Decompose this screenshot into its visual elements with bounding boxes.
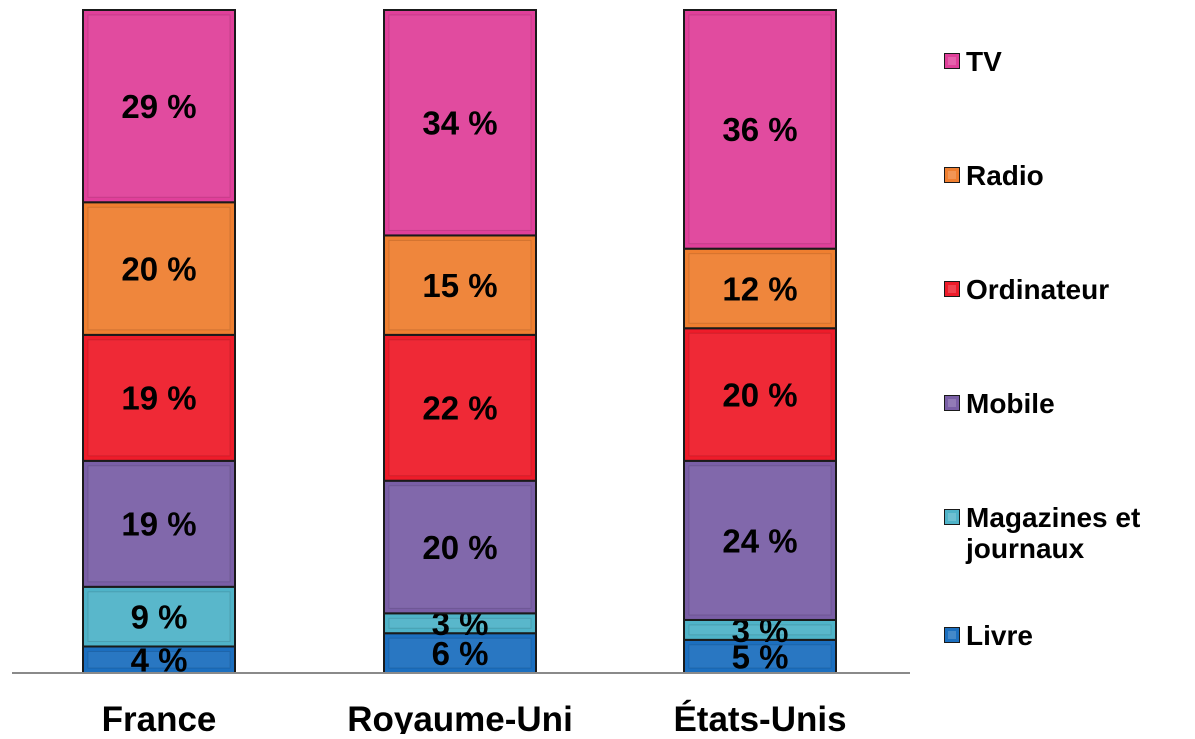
bar-segment-royaume-uni-ordinateur: 22 % — [383, 333, 537, 482]
chart-legend: TV Radio Ordinateur Mobile Magazines et jour… — [944, 0, 1195, 734]
data-label-france-mobile: 19 % — [121, 506, 196, 543]
x-tick-labels: France Royaume-Uni États-Unis — [102, 699, 847, 739]
data-label-etats-unis-tv: 36 % — [722, 111, 797, 148]
bar-bevel — [688, 14, 832, 245]
x-tick-label-france: France — [102, 700, 217, 734]
data-label-etats-unis-mobile: 24 % — [722, 522, 797, 559]
bar-segment-etats-unis-ordinateur: 20 % — [683, 327, 837, 462]
legend-label-magazines-et-journaux: Magazines et journaux — [966, 502, 1141, 564]
bar-segment-etats-unis-radio: 12 % — [683, 247, 837, 330]
legend-swatch-mobile — [944, 395, 960, 411]
bar-bevel — [388, 339, 532, 477]
bar-segment-france-tv: 29 % — [82, 9, 236, 204]
legend-label-mobile: Mobile — [966, 388, 1055, 419]
data-label-france-ordinateur: 19 % — [121, 380, 196, 417]
bar-bevel — [688, 332, 832, 457]
bar-bevel — [87, 591, 231, 642]
bar-france-magazines-et-journaux — [82, 585, 236, 648]
data-label-royaume-uni-radio: 15 % — [422, 267, 497, 304]
bar-bevel — [688, 624, 832, 636]
bar-bevel — [688, 465, 832, 616]
legend-swatch-tv — [944, 53, 960, 69]
data-label-royaume-uni-mobile: 20 % — [422, 529, 497, 566]
bar-bevel — [388, 617, 532, 629]
bar-france-tv — [82, 9, 236, 204]
bar-etats-unis-tv — [683, 9, 837, 250]
bar-segment-france-magazines-et-journaux: 9 % — [82, 585, 236, 648]
x-tick-label-etats-unis: États-Unis — [673, 699, 846, 734]
bar-bevel — [688, 644, 832, 669]
bar-etats-unis-ordinateur — [683, 327, 837, 462]
bar-bevel — [87, 650, 231, 669]
legend-item-magazines-et-journaux: Magazines et journaux — [944, 502, 1140, 564]
legend-label-ordinateur: Ordinateur — [966, 274, 1110, 305]
legend-swatch-radio — [944, 167, 960, 183]
bar-bevel — [87, 14, 231, 198]
legend-swatch-livre — [944, 627, 960, 643]
bar-segment-france-radio: 20 % — [82, 201, 236, 336]
bar-bevel — [87, 339, 231, 457]
bar-royaume-uni-ordinateur — [383, 333, 537, 482]
bar-segment-royaume-uni-magazines-et-journaux: 3 % — [383, 605, 537, 642]
bar-bevel — [87, 206, 231, 331]
bar-segment-royaume-uni-radio: 15 % — [383, 234, 537, 336]
legend-item-ordinateur: Ordinateur — [944, 274, 1109, 305]
bar-segment-etats-unis-magazines-et-journaux: 3 % — [683, 612, 837, 649]
bar-segment-royaume-uni-livre: 6 % — [383, 632, 537, 674]
data-label-royaume-uni-tv: 34 % — [422, 105, 497, 142]
bar-france-ordinateur — [82, 333, 236, 462]
data-label-etats-unis-radio: 12 % — [722, 270, 797, 307]
data-label-france-radio: 20 % — [121, 250, 196, 287]
bar-bevel — [388, 14, 532, 231]
bar-etats-unis-radio — [683, 247, 837, 330]
bar-france-radio — [82, 201, 236, 336]
bar-france-mobile — [82, 459, 236, 588]
bar-segment-royaume-uni-mobile: 20 % — [383, 479, 537, 615]
bar-segment-france-ordinateur: 19 % — [82, 333, 236, 462]
legend-item-tv: TV — [944, 46, 1002, 77]
bar-bevel — [388, 485, 532, 609]
x-tick-label-royaume-uni: Royaume-Uni — [347, 700, 573, 734]
legend-item-livre: Livre — [944, 620, 1033, 651]
legend-swatch-magazines-et-journaux — [944, 509, 960, 525]
legend-label-radio: Radio — [966, 160, 1044, 191]
bar-bevel — [87, 465, 231, 583]
data-label-royaume-uni-ordinateur: 22 % — [422, 390, 497, 427]
data-label-france-tv: 29 % — [121, 88, 196, 125]
bar-segment-royaume-uni-tv: 34 % — [383, 9, 537, 237]
data-label-royaume-uni-livre: 6 % — [432, 635, 489, 672]
bar-bevel — [388, 637, 532, 669]
data-label-etats-unis-livre: 5 % — [732, 638, 789, 675]
bar-segment-france-mobile: 19 % — [82, 459, 236, 588]
bar-royaume-uni-tv — [383, 9, 537, 237]
bar-segment-etats-unis-mobile: 24 % — [683, 459, 837, 621]
bar-royaume-uni-radio — [383, 234, 537, 336]
legend-label-livre: Livre — [966, 620, 1033, 651]
bars-layer: 4 %9 %19 %19 %20 %29 %6 %3 %20 %22 %15 %… — [82, 9, 837, 679]
bar-bevel — [388, 239, 532, 331]
bar-bevel — [688, 253, 832, 324]
data-label-etats-unis-ordinateur: 20 % — [722, 376, 797, 413]
legend-item-mobile: Mobile — [944, 388, 1055, 419]
legend-item-radio: Radio — [944, 160, 1044, 191]
legend-swatch-ordinateur — [944, 281, 960, 297]
data-label-france-magazines-et-journaux: 9 % — [131, 599, 188, 636]
legend-label-tv: TV — [966, 46, 1002, 77]
bar-segment-etats-unis-tv: 36 % — [683, 9, 837, 250]
